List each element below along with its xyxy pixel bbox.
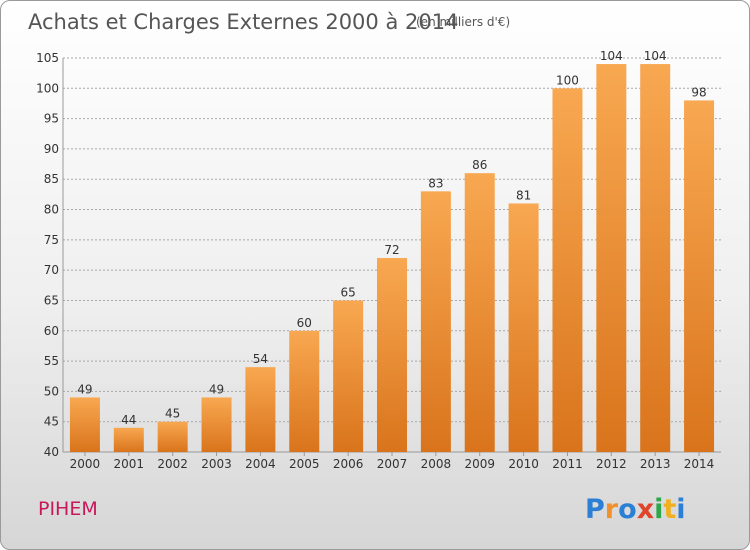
y-tick-label: 50 [44,384,59,398]
bar-2011 [552,88,583,453]
x-tick-label: 2011 [552,457,583,471]
logo-letter: r [605,494,619,525]
data-label: 104 [644,49,667,63]
x-tick-label: 2008 [421,457,452,471]
bar-2003 [201,397,232,452]
data-label: 81 [516,188,531,202]
data-label: 60 [297,316,312,330]
y-tick-label: 40 [44,445,59,459]
commune-name: PIHEM [38,498,98,520]
x-tick-label: 2000 [70,457,101,471]
bar-2009 [464,173,495,452]
proxiti-logo: Proxiti [585,494,686,525]
chart-subtitle: (en milliers d'€) [416,15,510,29]
y-tick-label: 60 [44,324,59,338]
data-label: 100 [556,73,579,87]
bar-2014 [684,100,715,452]
data-label: 72 [384,243,399,257]
bar-2006 [333,300,364,452]
data-label: 44 [121,413,136,427]
logo-letter: P [585,494,605,525]
data-label: 45 [165,407,180,421]
x-tick-label: 2003 [201,457,232,471]
data-label: 104 [600,49,623,63]
bar-2012 [596,64,627,453]
bar-2007 [377,258,407,452]
data-label: 65 [340,285,355,299]
logo-letter: t [663,494,676,525]
bar-2013 [640,64,671,453]
data-label: 83 [428,176,443,190]
y-tick-label: 105 [36,51,59,65]
bar-2004 [245,367,276,452]
y-tick-label: 80 [44,203,59,217]
y-tick-label: 95 [44,112,59,126]
y-tick-label: 90 [44,142,59,156]
bar-2000 [69,397,100,452]
bar-2005 [289,330,320,452]
x-tick-label: 2005 [289,457,320,471]
x-tick-label: 2014 [684,457,715,471]
bar-2001 [113,427,144,452]
data-label: 54 [253,352,268,366]
x-tick-label: 2002 [157,457,188,471]
bar-2008 [420,191,451,452]
logo-letter: o [618,494,637,525]
logo-letter: i [654,494,663,525]
logo-letter: x [637,494,654,525]
y-tick-label: 55 [44,354,59,368]
x-tick-label: 2010 [508,457,539,471]
chart-title: Achats et Charges Externes 2000 à 2014 [28,10,458,34]
y-tick-label: 70 [44,263,59,277]
data-label: 86 [472,158,487,172]
x-tick-label: 2004 [245,457,276,471]
logo-letter: i [676,494,685,525]
x-tick-label: 2001 [114,457,145,471]
bar-2002 [157,421,188,452]
bar-2010 [508,203,539,452]
x-tick-label: 2009 [464,457,495,471]
y-tick-label: 100 [36,81,59,95]
x-tick-label: 2006 [333,457,364,471]
y-tick-label: 85 [44,172,59,186]
y-tick-label: 75 [44,233,59,247]
y-tick-label: 45 [44,415,59,429]
x-tick-label: 2007 [377,457,408,471]
x-tick-label: 2013 [640,457,671,471]
data-label: 49 [209,382,224,396]
x-tick-label: 2012 [596,457,627,471]
y-tick-label: 65 [44,293,59,307]
data-label: 98 [691,85,706,99]
data-label: 49 [77,382,92,396]
